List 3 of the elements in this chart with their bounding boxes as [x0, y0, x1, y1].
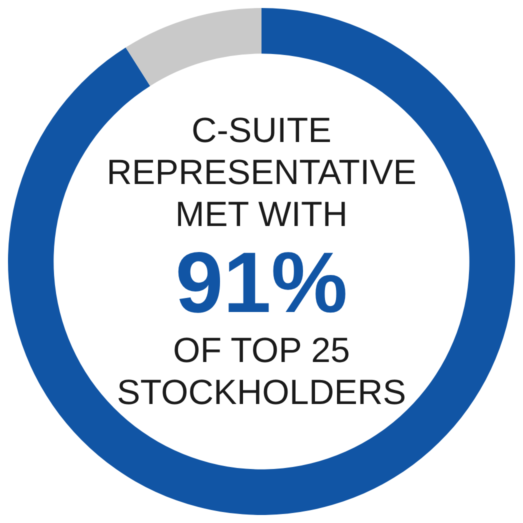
- text: 91%: [175, 234, 348, 330]
- text: OF TOP 25 STOCKHOLDERS: [116, 330, 406, 414]
- text: C-SUITE REPRESENTATIVE MET WITH: [106, 110, 416, 236]
